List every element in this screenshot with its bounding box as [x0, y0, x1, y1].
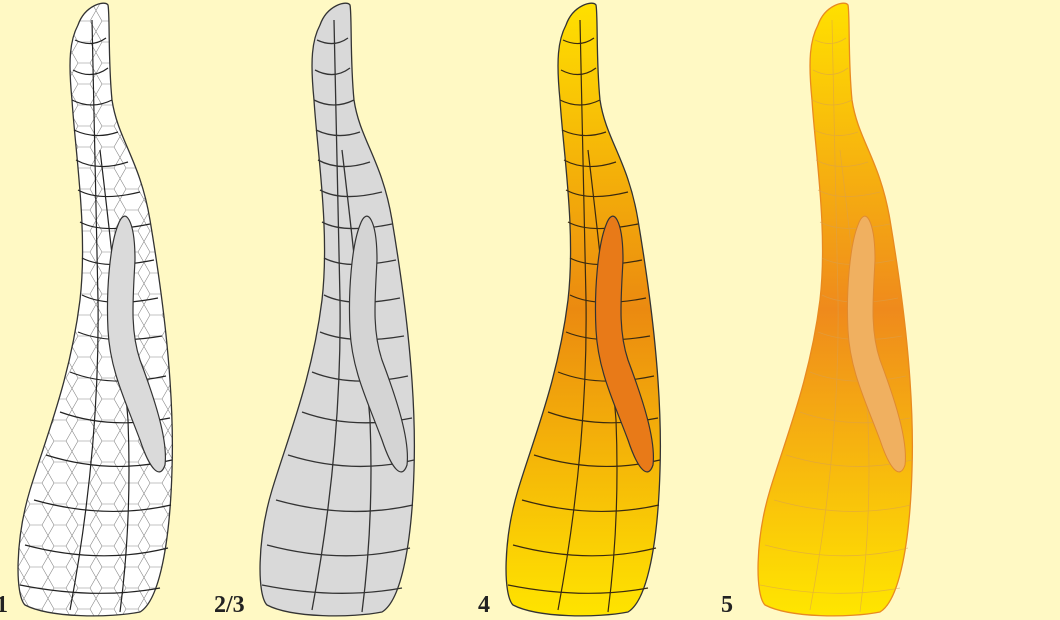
- panel-1: [17, 2, 174, 617]
- panel-3: [505, 2, 662, 617]
- panel-label: 2/3: [214, 592, 245, 618]
- panel-2: [259, 2, 416, 617]
- panel-4: [757, 2, 914, 617]
- panel-label: 1: [0, 592, 8, 618]
- panel-label: 5: [721, 592, 733, 618]
- panel-label: 4: [478, 592, 490, 618]
